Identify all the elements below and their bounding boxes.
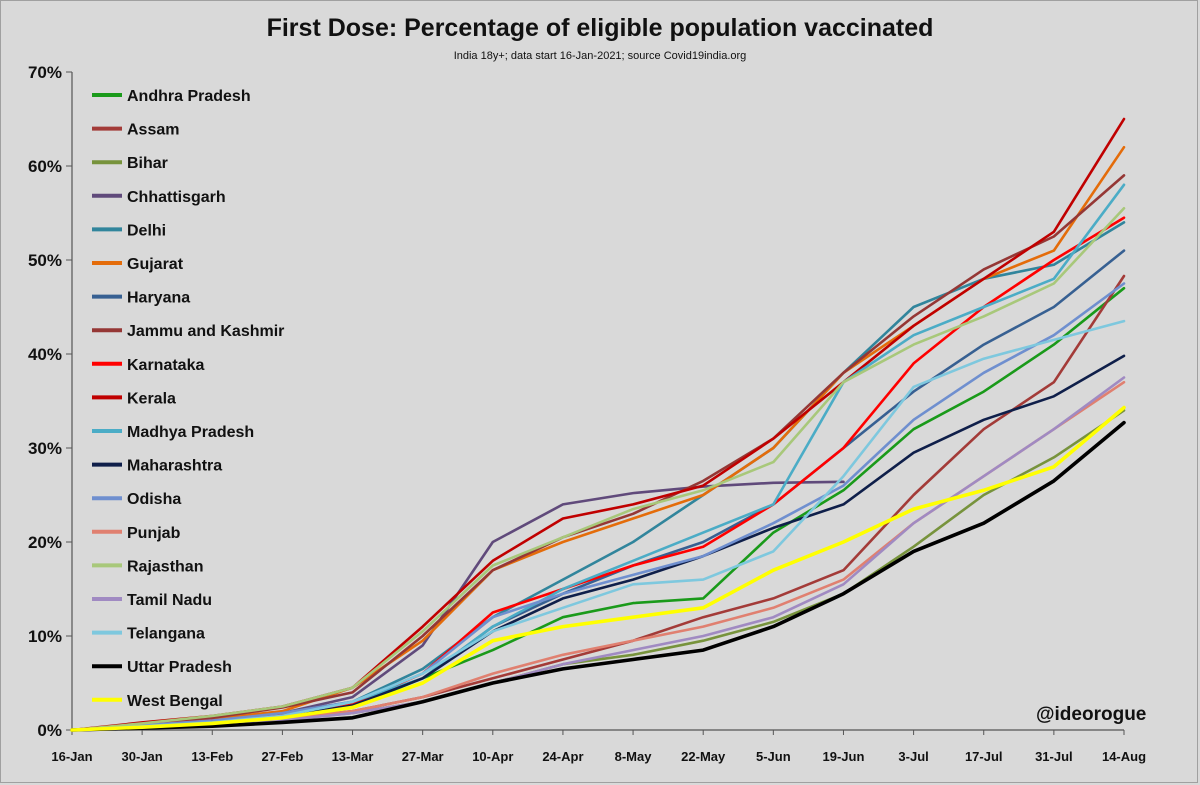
legend-label-rajasthan: Rajasthan bbox=[127, 558, 203, 575]
x-tick-label: 19-Jun bbox=[823, 749, 865, 764]
x-tick-label: 13-Mar bbox=[332, 749, 374, 764]
legend-label-tamil-nadu: Tamil Nadu bbox=[127, 592, 212, 609]
x-tick-label: 27-Feb bbox=[261, 749, 303, 764]
legend-label-assam: Assam bbox=[127, 122, 179, 139]
series-line-rajasthan bbox=[70, 207, 1126, 732]
y-tick-label: 50% bbox=[28, 251, 62, 270]
x-tick-label: 24-Apr bbox=[542, 749, 583, 764]
legend-label-odisha: Odisha bbox=[127, 491, 181, 508]
x-tick-label: 10-Apr bbox=[472, 749, 513, 764]
x-tick-label: 5-Jun bbox=[756, 749, 791, 764]
legend-label-gujarat: Gujarat bbox=[127, 256, 184, 273]
x-tick-label: 16-Jan bbox=[51, 749, 92, 764]
legend-label-punjab: Punjab bbox=[127, 525, 181, 542]
legend-label-delhi: Delhi bbox=[127, 222, 166, 239]
series-line-odisha bbox=[70, 282, 1126, 732]
legend-label-andhra-pradesh: Andhra Pradesh bbox=[127, 88, 251, 105]
legend-label-madhya-pradesh: Madhya Pradesh bbox=[127, 424, 254, 441]
y-tick-label: 30% bbox=[28, 439, 62, 458]
series-line-karnataka bbox=[70, 216, 1126, 732]
y-tick-label: 40% bbox=[28, 345, 62, 364]
series-line-uttar-pradesh bbox=[70, 420, 1126, 732]
x-tick-label: 8-May bbox=[615, 749, 653, 764]
y-tick-label: 10% bbox=[28, 627, 62, 646]
y-tick-label: 60% bbox=[28, 157, 62, 176]
y-tick-label: 20% bbox=[28, 533, 62, 552]
series-line-west-bengal bbox=[70, 405, 1126, 732]
x-tick-label: 22-May bbox=[681, 749, 726, 764]
x-tick-label: 31-Jul bbox=[1035, 749, 1073, 764]
x-tick-label: 3-Jul bbox=[898, 749, 928, 764]
x-tick-label: 17-Jul bbox=[965, 749, 1003, 764]
y-tick-label: 70% bbox=[28, 63, 62, 82]
chart-subtitle: India 18y+; data start 16-Jan-2021; sour… bbox=[453, 50, 747, 62]
series-line-jammu-and-kashmir bbox=[70, 174, 1126, 732]
legend-label-kerala: Kerala bbox=[127, 390, 176, 407]
y-tick-label: 0% bbox=[37, 721, 62, 740]
chart-title: First Dose: Percentage of eligible popul… bbox=[266, 14, 934, 42]
chart-credit: @ideorogue bbox=[1036, 704, 1147, 725]
legend-label-west-bengal: West Bengal bbox=[127, 693, 223, 710]
legend-label-uttar-pradesh: Uttar Pradesh bbox=[127, 659, 232, 676]
legend-label-chhattisgarh: Chhattisgarh bbox=[127, 189, 226, 206]
series-line-delhi bbox=[70, 221, 1126, 732]
legend-label-maharashtra: Maharashtra bbox=[127, 458, 222, 475]
x-tick-label: 14-Aug bbox=[1102, 749, 1146, 764]
legend-label-karnataka: Karnataka bbox=[127, 357, 204, 374]
x-tick-label: 13-Feb bbox=[191, 749, 233, 764]
series-line-bihar bbox=[70, 409, 1126, 732]
legend-label-bihar: Bihar bbox=[127, 155, 168, 172]
legend-label-telangana: Telangana bbox=[127, 626, 205, 643]
legend-label-haryana: Haryana bbox=[127, 290, 190, 307]
x-tick-label: 30-Jan bbox=[122, 749, 163, 764]
x-tick-label: 27-Mar bbox=[402, 749, 444, 764]
axes: 0% 10% 20% 30% 40% 50% 60% 70% 16-Jan 30-Jan 13-Fe… bbox=[28, 63, 1146, 764]
legend: Andhra Pradesh Assam Bihar Chhattisgarh Delh… bbox=[92, 88, 284, 710]
series-lines bbox=[70, 117, 1126, 732]
legend-label-jammu-and-kashmir: Jammu and Kashmir bbox=[127, 323, 284, 340]
